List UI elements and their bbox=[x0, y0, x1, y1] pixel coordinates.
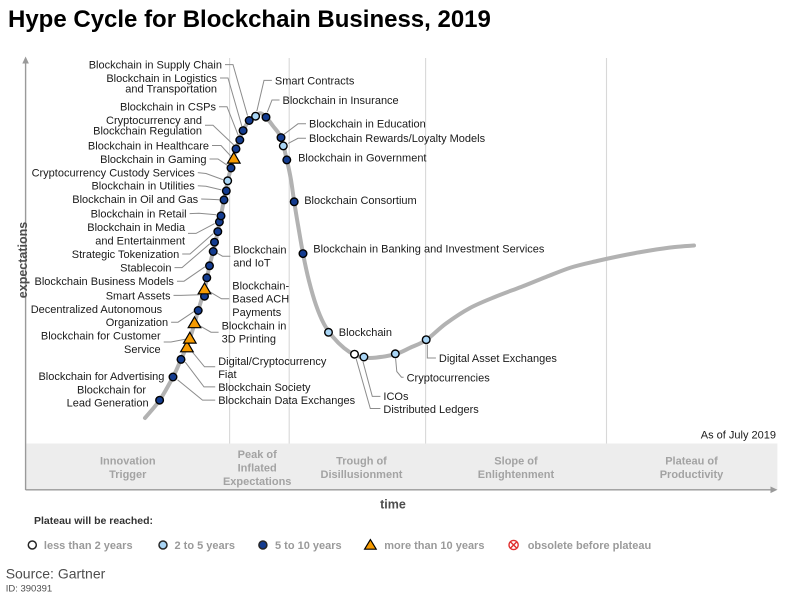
svg-text:Payments: Payments bbox=[232, 307, 281, 319]
svg-text:Blockchain-: Blockchain- bbox=[232, 281, 289, 293]
svg-text:Smart Contracts: Smart Contracts bbox=[275, 75, 355, 87]
svg-text:Blockchain Society: Blockchain Society bbox=[218, 382, 311, 394]
svg-text:Hype Cycle for Blockchain Busi: Hype Cycle for Blockchain Business, 2019 bbox=[8, 6, 491, 33]
svg-text:Innovation: Innovation bbox=[100, 456, 156, 468]
svg-text:Blockchain Rewards/Loyalty Mod: Blockchain Rewards/Loyalty Models bbox=[309, 133, 486, 145]
svg-text:Cryptocurrency and: Cryptocurrency and bbox=[106, 115, 202, 127]
svg-text:Service: Service bbox=[124, 344, 161, 356]
svg-text:Smart Assets: Smart Assets bbox=[106, 290, 171, 302]
svg-text:3D Printing: 3D Printing bbox=[222, 334, 276, 346]
svg-text:Blockchain for Customer: Blockchain for Customer bbox=[41, 331, 161, 343]
svg-text:expectations: expectations bbox=[16, 222, 30, 298]
svg-text:Blockchain in Logistics: Blockchain in Logistics bbox=[106, 73, 217, 85]
svg-text:Productivity: Productivity bbox=[660, 469, 724, 481]
svg-text:Blockchain for Advertising: Blockchain for Advertising bbox=[38, 371, 164, 383]
svg-text:2 to 5 years: 2 to 5 years bbox=[175, 540, 236, 552]
svg-text:Trough of: Trough of bbox=[336, 456, 387, 468]
svg-text:time: time bbox=[380, 498, 406, 512]
svg-text:ID: 390391: ID: 390391 bbox=[6, 584, 52, 595]
svg-text:and Entertainment: and Entertainment bbox=[95, 235, 185, 247]
svg-text:Peak of: Peak of bbox=[238, 449, 277, 461]
svg-text:Blockchain in Education: Blockchain in Education bbox=[309, 119, 426, 131]
svg-text:and IoT: and IoT bbox=[233, 258, 271, 270]
svg-text:Disillusionment: Disillusionment bbox=[321, 469, 403, 481]
svg-text:more than 10 years: more than 10 years bbox=[384, 540, 484, 552]
svg-text:Blockchain in Government: Blockchain in Government bbox=[298, 153, 426, 165]
svg-text:Fiat: Fiat bbox=[218, 369, 236, 381]
svg-text:Blockchain Regulation: Blockchain Regulation bbox=[93, 125, 202, 137]
svg-text:obsolete before plateau: obsolete before plateau bbox=[528, 540, 651, 552]
svg-text:Stablecoin: Stablecoin bbox=[120, 263, 171, 275]
svg-text:Plateau will be reached:: Plateau will be reached: bbox=[34, 515, 153, 527]
svg-text:Blockchain in Banking and Inve: Blockchain in Banking and Investment Ser… bbox=[313, 243, 545, 255]
svg-text:Blockchain Consortium: Blockchain Consortium bbox=[304, 195, 417, 207]
svg-text:Enlightenment: Enlightenment bbox=[478, 469, 555, 481]
svg-text:Blockchain in Oil and Gas: Blockchain in Oil and Gas bbox=[72, 194, 198, 206]
svg-text:Based ACH: Based ACH bbox=[232, 294, 289, 306]
svg-text:Source: Gartner: Source: Gartner bbox=[6, 566, 106, 582]
svg-text:Plateau of: Plateau of bbox=[665, 456, 718, 468]
svg-text:Blockchain: Blockchain bbox=[339, 327, 392, 339]
svg-text:Blockchain in Utilities: Blockchain in Utilities bbox=[91, 181, 195, 193]
svg-text:Blockchain in CSPs: Blockchain in CSPs bbox=[120, 102, 216, 114]
svg-text:Slope of: Slope of bbox=[494, 456, 538, 468]
svg-text:Blockchain in Media: Blockchain in Media bbox=[87, 222, 186, 234]
svg-text:Blockchain Business Models: Blockchain Business Models bbox=[34, 276, 174, 288]
svg-text:Distributed Ledgers: Distributed Ledgers bbox=[383, 404, 479, 416]
svg-text:Decentralized Autonomous: Decentralized Autonomous bbox=[31, 304, 163, 316]
svg-text:Blockchain in Healthcare: Blockchain in Healthcare bbox=[88, 140, 209, 152]
svg-text:Blockchain Data Exchanges: Blockchain Data Exchanges bbox=[218, 395, 355, 407]
svg-text:ICOs: ICOs bbox=[383, 391, 409, 403]
svg-text:and Transportation: and Transportation bbox=[125, 83, 217, 95]
svg-text:Strategic Tokenization: Strategic Tokenization bbox=[72, 249, 179, 261]
svg-text:Trigger: Trigger bbox=[109, 469, 147, 481]
svg-text:Expectations: Expectations bbox=[223, 476, 291, 488]
svg-text:Digital Asset Exchanges: Digital Asset Exchanges bbox=[439, 353, 558, 365]
svg-text:Blockchain in Retail: Blockchain in Retail bbox=[91, 209, 187, 221]
svg-text:Lead Generation: Lead Generation bbox=[67, 397, 149, 409]
svg-text:Blockchain in Supply Chain: Blockchain in Supply Chain bbox=[89, 60, 222, 72]
svg-text:less than 2 years: less than 2 years bbox=[44, 540, 133, 552]
svg-text:As of July 2019: As of July 2019 bbox=[701, 430, 776, 442]
svg-text:Blockchain: Blockchain bbox=[233, 245, 286, 257]
svg-text:Digital/Cryptocurrency: Digital/Cryptocurrency bbox=[218, 356, 327, 368]
svg-text:Blockchain for: Blockchain for bbox=[77, 384, 146, 396]
svg-text:Blockchain in: Blockchain in bbox=[222, 321, 287, 333]
svg-text:Cryptocurrencies: Cryptocurrencies bbox=[407, 373, 491, 385]
svg-text:5 to 10 years: 5 to 10 years bbox=[275, 540, 342, 552]
svg-text:Blockchain in Insurance: Blockchain in Insurance bbox=[283, 95, 399, 107]
svg-text:Blockchain in Gaming: Blockchain in Gaming bbox=[100, 154, 206, 166]
svg-text:Cryptocurrency Custody Service: Cryptocurrency Custody Services bbox=[32, 168, 196, 180]
svg-text:Organization: Organization bbox=[106, 317, 168, 329]
svg-text:Inflated: Inflated bbox=[238, 462, 277, 474]
